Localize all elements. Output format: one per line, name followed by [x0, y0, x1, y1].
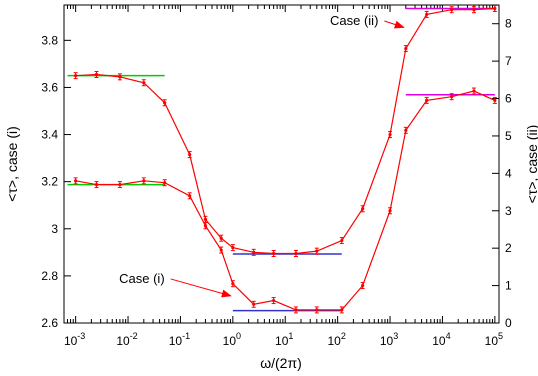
- data-point: [388, 207, 393, 215]
- right-y-tick-label: 4: [505, 166, 512, 180]
- left-y-tick-label: 3: [51, 222, 58, 236]
- data-point: [230, 280, 235, 288]
- plot-frame: [63, 4, 500, 324]
- data-point: [219, 234, 224, 242]
- data-point: [388, 131, 393, 139]
- x-axis-ticks: 10-3 10-2 10-1 100 101 102 103 104 105: [63, 5, 503, 348]
- right-y-axis-label: <τ>, case (ii): [524, 125, 538, 204]
- x-tick-label: 10-1: [169, 331, 190, 348]
- left-y-axis-ticks: 2.6 2.8 3 3.2 3.4 3.6 3.8: [41, 33, 71, 330]
- left-y-tick-label: 3.4: [41, 128, 58, 142]
- left-y-tick-label: 2.6: [41, 316, 58, 330]
- data-point: [187, 192, 192, 200]
- data-point: [117, 181, 122, 189]
- annotation-arrow: [170, 278, 232, 298]
- data-point: [94, 70, 99, 78]
- right-y-tick-label: 3: [505, 204, 512, 218]
- right-y-tick-label: 1: [505, 279, 512, 293]
- annotation-arrow: [384, 20, 405, 29]
- x-tick-label: 105: [485, 331, 503, 348]
- x-axis-label: ω/(2π): [260, 355, 302, 371]
- x-tick-label: 101: [275, 331, 293, 348]
- x-tick-label: 10-2: [116, 331, 137, 348]
- data-point: [424, 96, 429, 104]
- data-point: [251, 300, 256, 308]
- right-y-axis-ticks: 0 1 2 3 4 5 6 7 8: [492, 17, 512, 330]
- data-point: [293, 250, 298, 258]
- data-point: [293, 306, 298, 314]
- x-tick-label: 102: [327, 331, 345, 348]
- x-tick-label: 104: [432, 331, 450, 348]
- data-point: [449, 93, 454, 101]
- data-point: [203, 222, 208, 230]
- data-point: [187, 151, 192, 159]
- data-point: [314, 306, 319, 314]
- reference-lines: [67, 7, 495, 312]
- data-point: [271, 250, 276, 258]
- data-point: [492, 96, 497, 104]
- data-point: [251, 248, 256, 256]
- data-point: [141, 177, 146, 185]
- data-point: [360, 282, 365, 290]
- annotation-label: Case (ii): [330, 13, 378, 28]
- data-point: [141, 79, 146, 87]
- data-point: [471, 6, 476, 14]
- right-y-tick-label: 5: [505, 129, 512, 143]
- data-point: [117, 73, 122, 81]
- series-line: [75, 7, 495, 255]
- data-point: [314, 247, 319, 255]
- data-point: [360, 205, 365, 213]
- left-y-axis-label: <τ>, case (i): [4, 126, 20, 202]
- left-y-tick-label: 3.6: [41, 80, 58, 94]
- data-point: [492, 5, 497, 13]
- right-y-tick-label: 0: [505, 316, 512, 330]
- data-point: [219, 246, 224, 254]
- data-point: [73, 177, 78, 185]
- left-y-tick-label: 2.8: [41, 269, 58, 283]
- data-point: [403, 126, 408, 134]
- data-point: [94, 181, 99, 189]
- data-series: [73, 5, 497, 314]
- data-point: [403, 45, 408, 53]
- annotations: Case (ii) Case (i): [119, 13, 405, 298]
- x-tick-label: 10-3: [64, 331, 85, 348]
- annotation-label: Case (i): [119, 271, 165, 286]
- data-point: [73, 72, 78, 80]
- data-point: [424, 10, 429, 18]
- data-point: [162, 99, 167, 107]
- right-y-tick-label: 2: [505, 241, 512, 255]
- data-point: [339, 306, 344, 314]
- right-y-tick-label: 7: [505, 54, 512, 68]
- right-y-tick-label: 8: [505, 17, 512, 31]
- x-tick-label: 100: [223, 331, 241, 348]
- data-point: [449, 6, 454, 14]
- left-y-tick-label: 3.2: [41, 175, 58, 189]
- data-point: [230, 244, 235, 252]
- data-point: [162, 179, 167, 187]
- right-y-tick-label: 6: [505, 92, 512, 106]
- x-tick-label: 103: [380, 331, 398, 348]
- data-point: [471, 87, 476, 95]
- data-point: [339, 237, 344, 245]
- data-point: [271, 297, 276, 305]
- left-y-tick-label: 3.8: [41, 33, 58, 47]
